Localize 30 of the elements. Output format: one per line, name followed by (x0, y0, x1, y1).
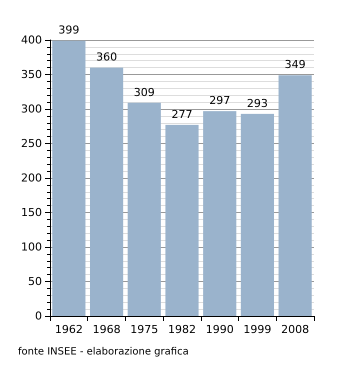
x-tick-label: 1975 (130, 323, 158, 336)
x-tick-label: 1968 (92, 323, 121, 336)
x-tick-label: 1990 (206, 323, 234, 336)
bar (90, 68, 124, 316)
y-tick-label: 300 (21, 102, 42, 116)
y-tick-label: 50 (28, 275, 42, 288)
y-tick-label: 350 (21, 68, 42, 81)
data-label: 349 (284, 58, 306, 72)
bar (240, 114, 274, 316)
y-tick-label: 0 (35, 310, 42, 322)
data-label: 277 (172, 108, 192, 121)
x-tick-label: 1999 (243, 323, 272, 336)
y-tick-label: 200 (21, 172, 42, 184)
bar (203, 111, 236, 316)
data-label: 297 (209, 94, 230, 108)
bar (128, 102, 161, 316)
data-label: 309 (134, 86, 155, 99)
data-label: 360 (96, 50, 118, 64)
x-tick-label: 1982 (168, 323, 196, 336)
source-note: fonte INSEE - elaborazione grafica (18, 346, 189, 358)
bar (165, 124, 199, 316)
data-label: 293 (246, 96, 268, 110)
y-tick-label: 100 (21, 240, 42, 254)
data-label: 399 (58, 24, 80, 37)
x-tick-label: 1962 (54, 323, 83, 336)
bar (278, 75, 312, 316)
y-tick-label: 400 (21, 34, 42, 46)
y-tick-label: 150 (21, 206, 42, 219)
y-tick-label: 250 (21, 137, 42, 150)
x-tick-label: 2008 (281, 323, 310, 336)
